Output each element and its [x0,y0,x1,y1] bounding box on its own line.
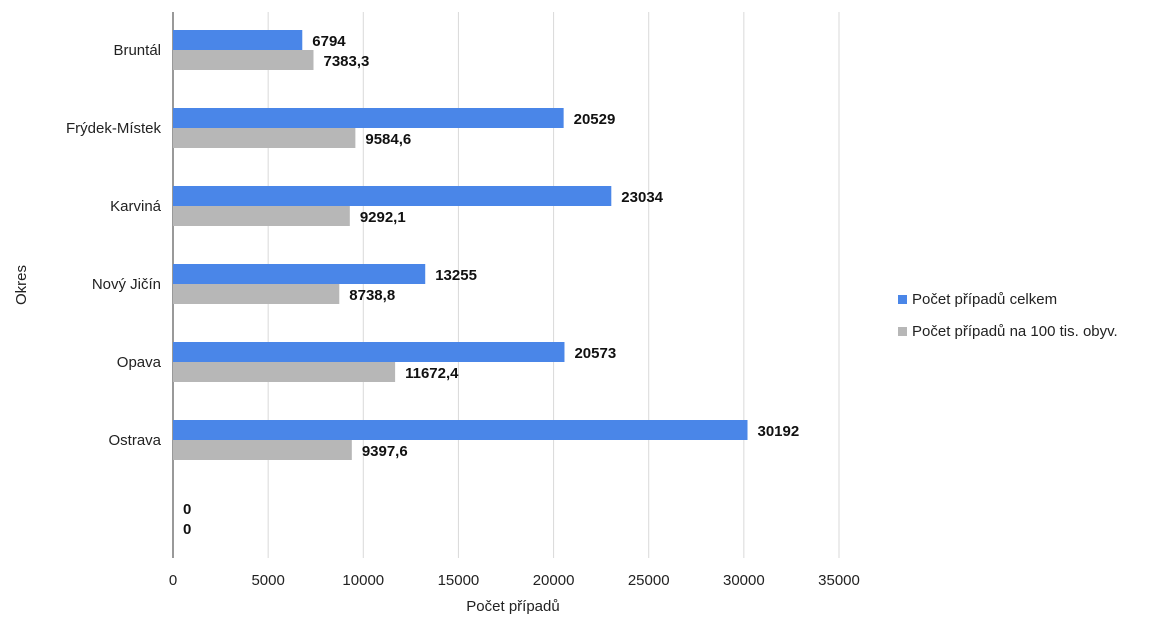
y-category-label: Karviná [110,198,162,215]
data-label: 9397,6 [362,443,408,460]
bar-per-100k [173,284,340,304]
bar-total [173,30,303,50]
bar-total [173,186,612,206]
y-category-label: Nový Jičín [92,276,161,293]
y-category-label: Bruntál [113,42,161,59]
legend-swatch-series-2 [898,326,907,336]
y-category-label: Opava [117,354,162,371]
bar-total [173,420,748,440]
bar-per-100k [173,362,396,382]
x-tick-label: 35000 [818,572,860,589]
y-category-label: Ostrava [108,432,161,449]
data-label: 20529 [574,111,616,128]
bar-total [173,342,565,362]
y-axis-title: Okres [13,265,30,305]
bar-per-100k [173,50,314,70]
data-label: 30192 [758,423,800,440]
x-tick-label: 15000 [438,572,480,589]
x-tick-label: 5000 [251,572,284,589]
bar-total [173,108,564,128]
legend: Počet případů celkem Počet případů na 10… [898,288,1118,352]
legend-item-series-1: Počet případů celkem [898,288,1118,310]
data-label: 8738,8 [349,287,395,304]
bar-per-100k [173,440,352,460]
bar-per-100k [173,206,350,226]
x-tick-label: 20000 [533,572,575,589]
data-label: 13255 [435,267,477,284]
legend-label-series-1: Počet případů celkem [912,290,1058,308]
data-label: 0 [183,501,191,518]
data-label: 0 [183,521,191,538]
data-label: 9292,1 [360,209,406,226]
bar-total [173,264,426,284]
bar-per-100k [173,128,356,148]
data-label: 9584,6 [365,131,411,148]
x-tick-label: 10000 [342,572,384,589]
data-label: 7383,3 [323,53,369,70]
x-axis-title: Počet případů [466,598,559,615]
x-tick-label: 30000 [723,572,765,589]
legend-item-series-2: Počet případů na 100 tis. obyv. [898,320,1118,342]
data-label: 11672,4 [405,365,459,382]
data-label: 6794 [312,33,346,50]
y-category-label: Frýdek-Místek [66,120,162,137]
data-label: 23034 [621,189,663,206]
data-label: 20573 [574,345,616,362]
legend-label-series-2: Počet případů na 100 tis. obyv. [912,322,1118,340]
legend-swatch-series-1 [898,294,907,304]
x-tick-label: 0 [169,572,177,589]
x-tick-label: 25000 [628,572,670,589]
